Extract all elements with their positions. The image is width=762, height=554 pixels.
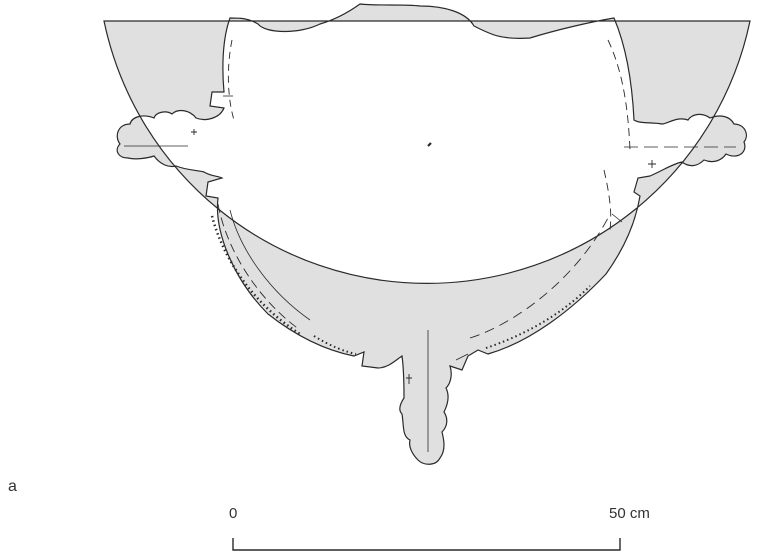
section-fill: [103, 3, 751, 465]
panel-label: a: [8, 478, 17, 495]
inner-details: [124, 39, 736, 452]
scale-end-label: 50 cm: [609, 505, 650, 522]
scale-start-label: 0: [229, 505, 238, 522]
scale-bar: [232, 538, 621, 551]
